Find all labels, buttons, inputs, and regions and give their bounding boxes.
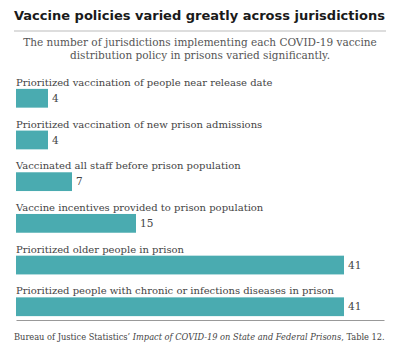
footnote-part: Impact of COVID-19 on State and Federal … [132, 332, 341, 342]
bar [16, 131, 48, 150]
category-label: Prioritized vaccination of people near r… [16, 77, 273, 88]
chart: Vaccine policies varied greatly across j… [0, 0, 400, 350]
x-axis-line [17, 320, 385, 321]
data-label: 41 [348, 300, 361, 312]
data-label: 4 [52, 134, 59, 146]
subtitle: The number of jurisdictions implementing… [23, 36, 377, 48]
x-axis [17, 320, 385, 321]
bar [16, 172, 72, 191]
data-label: 41 [348, 259, 361, 271]
footnote-part: , Table 12. [341, 332, 385, 342]
data-label: 4 [52, 92, 59, 104]
subtitle: distribution policy in prisons varied si… [70, 49, 330, 61]
data-labels: 4 4 7 15 41 41 [52, 92, 361, 312]
bar [16, 297, 344, 316]
data-label: 7 [76, 175, 83, 187]
category-labels: Prioritized vaccination of people near r… [15, 77, 335, 296]
category-label: Prioritized older people in prison [16, 244, 185, 255]
category-label: Vaccine incentives provided to prison po… [15, 202, 264, 213]
bars [16, 89, 344, 316]
category-label: Vaccinated all staff before prison popul… [15, 160, 241, 171]
bar [16, 89, 48, 108]
footnote-part: Bureau of Justice Statistics’ [14, 332, 133, 342]
data-label: 15 [140, 217, 153, 229]
bar [16, 214, 136, 233]
footnote: Bureau of Justice Statistics’ Impact of … [14, 332, 385, 342]
category-label: Prioritized vaccination of new prison ad… [16, 119, 262, 130]
title-rule [14, 31, 386, 32]
category-label: Prioritized people with chronic or infec… [16, 285, 335, 296]
bar [16, 256, 344, 275]
title: Vaccine policies varied greatly across j… [14, 8, 385, 23]
